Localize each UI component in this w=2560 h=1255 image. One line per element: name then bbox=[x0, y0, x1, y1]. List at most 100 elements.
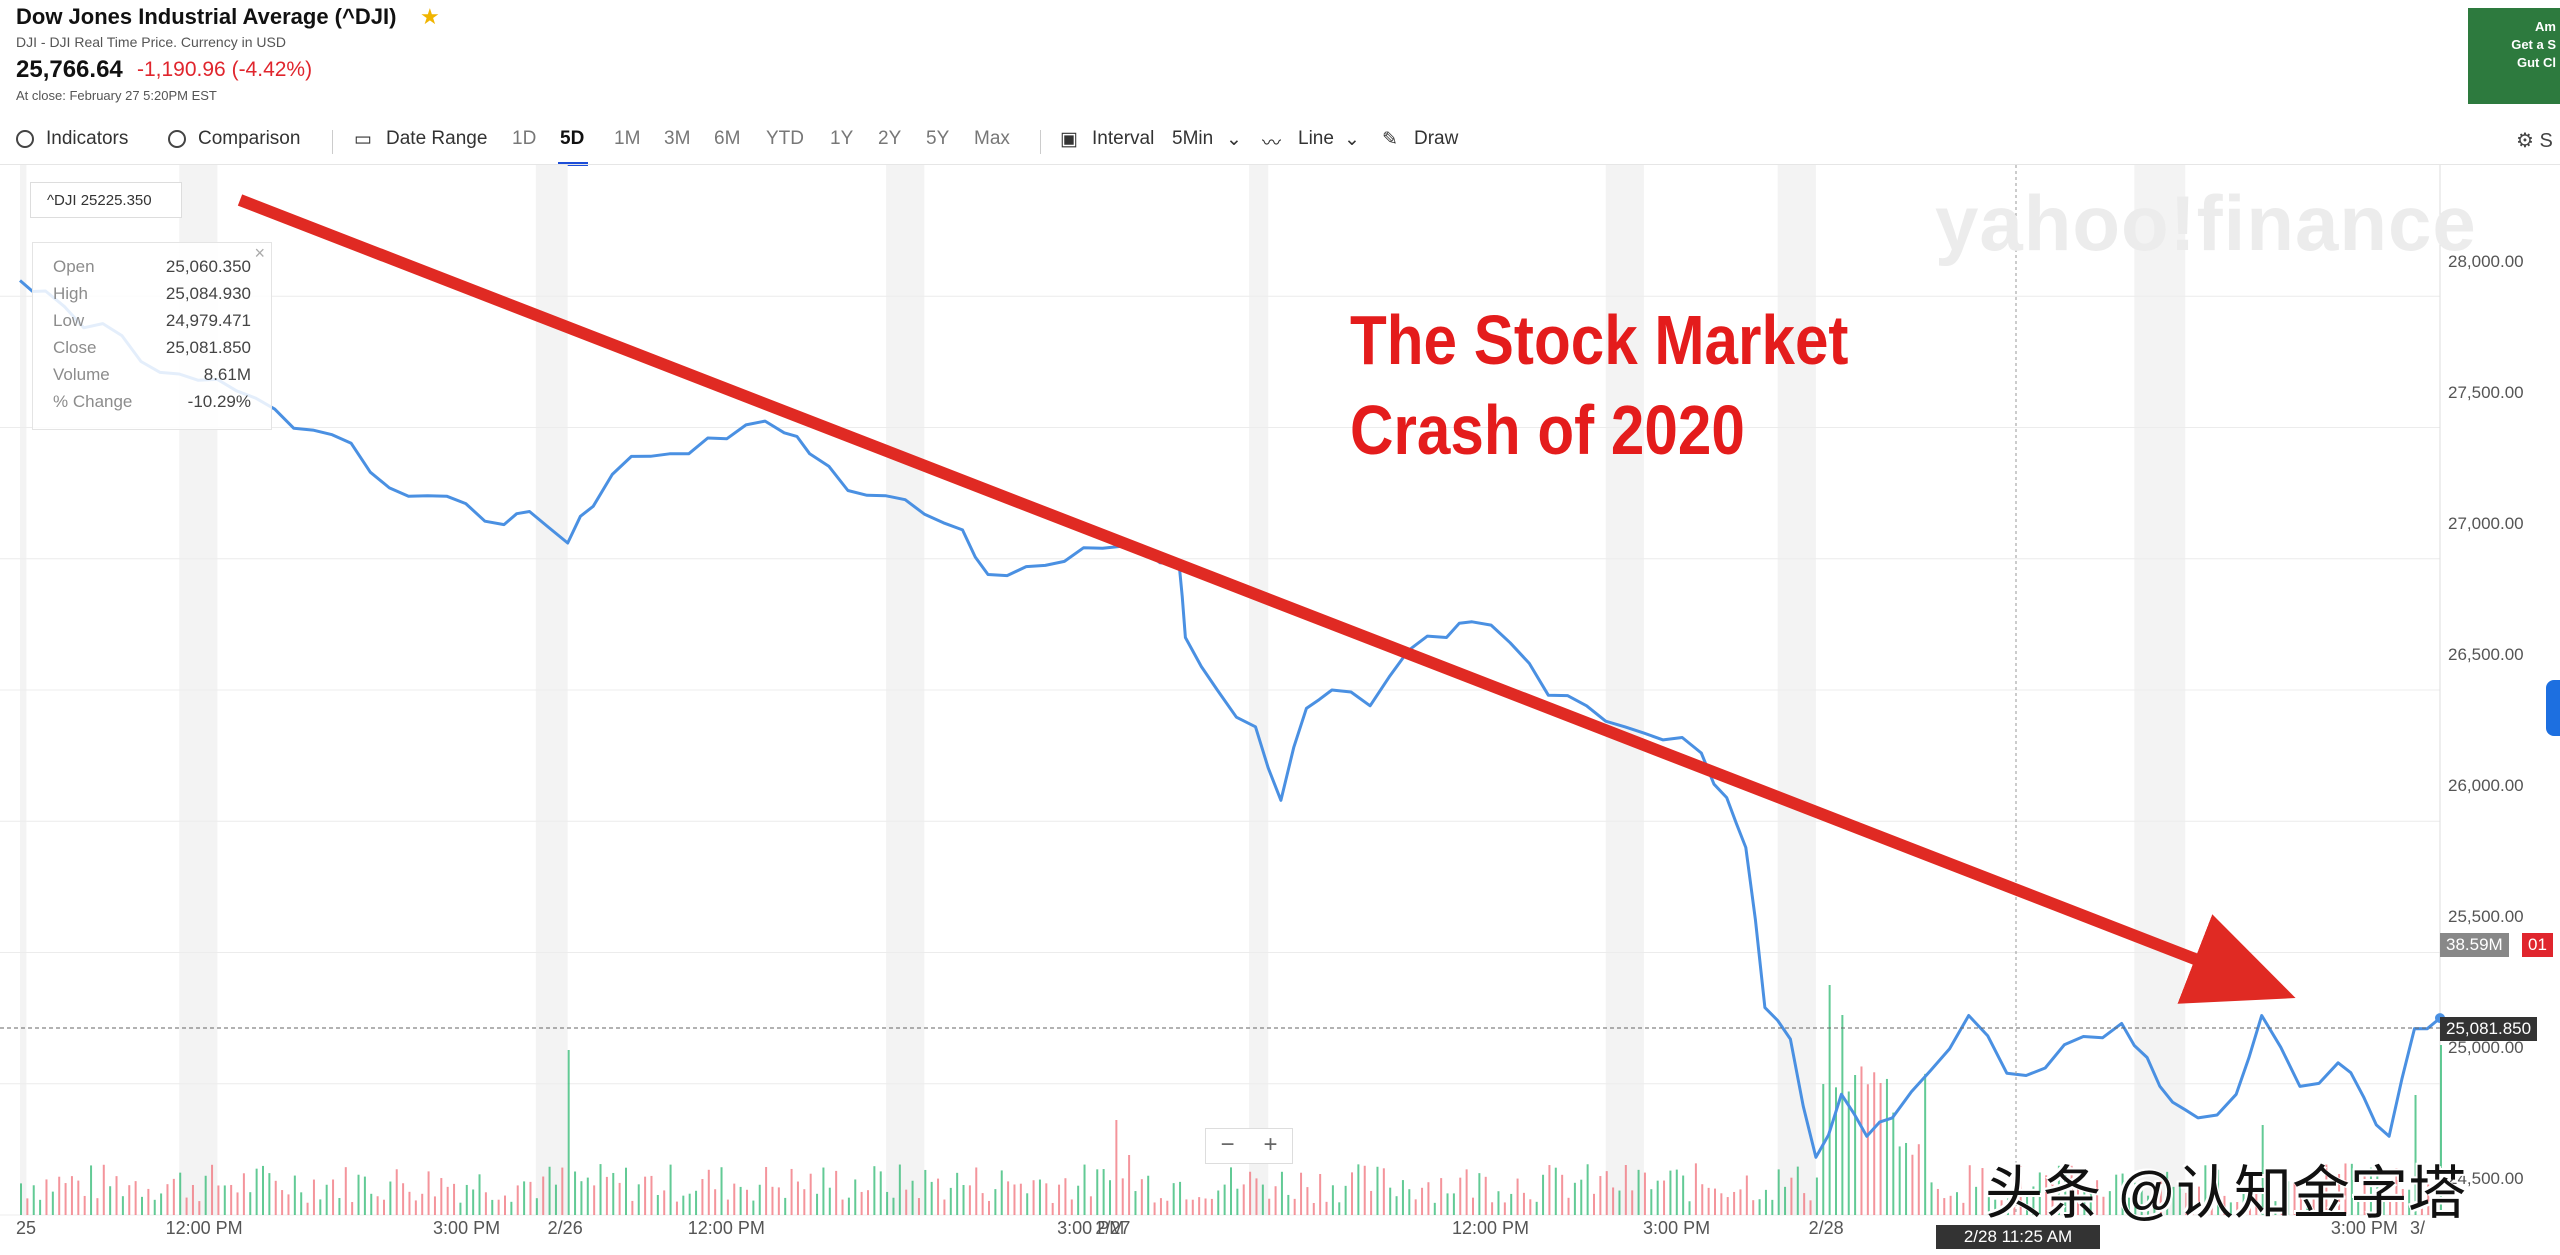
ad-line-2: Get a S bbox=[2511, 37, 2556, 52]
ohlc-value: 24,979.471 bbox=[165, 311, 251, 330]
volume-bar bbox=[1631, 1190, 1634, 1215]
comparison-button[interactable]: Comparison bbox=[198, 128, 301, 149]
volume-bar bbox=[312, 1179, 315, 1215]
settings-button[interactable]: ⚙ S bbox=[2516, 128, 2553, 153]
range-5y[interactable]: 5Y bbox=[926, 128, 950, 149]
volume-bar bbox=[134, 1181, 137, 1215]
volume-bar bbox=[2357, 1198, 2360, 1215]
volume-bar bbox=[2363, 1176, 2366, 1215]
volume-bar bbox=[1185, 1199, 1188, 1215]
volume-bar bbox=[121, 1196, 124, 1215]
volume-bar bbox=[1363, 1165, 1366, 1215]
volume-bar bbox=[1618, 1190, 1621, 1215]
volume-bar bbox=[956, 1172, 959, 1215]
y-tick-label: 26,500.00 bbox=[2448, 645, 2524, 664]
volume-bar bbox=[1255, 1178, 1258, 1215]
advertisement[interactable]: Am Get a S Gut Cl bbox=[2468, 8, 2560, 104]
range-6m[interactable]: 6M bbox=[714, 128, 741, 149]
volume-bar bbox=[1230, 1167, 1232, 1215]
range-1m[interactable]: 1M bbox=[614, 128, 641, 149]
volume-bar bbox=[64, 1183, 67, 1215]
volume-bar bbox=[160, 1193, 163, 1215]
volume-bar bbox=[389, 1181, 392, 1215]
chart-annotation: The Stock Market Crash of 2020 bbox=[1350, 295, 1848, 475]
volume-bar bbox=[2038, 1172, 2041, 1215]
volume-bar bbox=[1586, 1164, 1589, 1215]
volume-bar bbox=[2057, 1165, 2060, 1215]
volume-bar bbox=[644, 1176, 647, 1215]
range-2y[interactable]: 2Y bbox=[878, 128, 902, 149]
volume-bar bbox=[1803, 1193, 1806, 1215]
date-range-button[interactable]: Date Range bbox=[386, 128, 488, 149]
volume-bar bbox=[1554, 1167, 1557, 1215]
volume-bar bbox=[141, 1196, 143, 1215]
volume-bar bbox=[1376, 1166, 1379, 1215]
chart-type-button[interactable]: Line bbox=[1298, 128, 1334, 149]
volume-bar bbox=[2293, 1181, 2296, 1215]
volume-bar bbox=[2115, 1174, 2118, 1215]
zoom-controls: − + bbox=[1205, 1128, 1293, 1164]
volume-bar bbox=[1975, 1186, 1978, 1215]
volume-bar bbox=[841, 1199, 844, 1215]
volume-bar bbox=[2408, 1189, 2411, 1215]
price-line bbox=[19, 279, 2441, 1159]
interval-value[interactable]: 5Min bbox=[1172, 128, 1214, 149]
close-note: At close: February 27 5:20PM EST bbox=[16, 88, 217, 103]
volume-bar bbox=[790, 1168, 793, 1215]
volume-bar bbox=[1777, 1169, 1780, 1215]
range-5d[interactable]: 5D bbox=[560, 128, 585, 149]
x-tick-label: 3:00 PM bbox=[433, 1218, 501, 1238]
volume-bar bbox=[2096, 1180, 2099, 1215]
range-1d[interactable]: 1D bbox=[512, 128, 537, 149]
close-icon[interactable]: × bbox=[254, 243, 265, 263]
range-ytd[interactable]: YTD bbox=[766, 128, 804, 149]
volume-bar bbox=[287, 1194, 290, 1215]
volume-bar bbox=[1051, 1202, 1054, 1215]
volume-bar bbox=[1994, 1199, 1997, 1215]
volume-bar bbox=[1866, 1084, 1869, 1215]
volume-bar bbox=[1274, 1186, 1277, 1215]
volume-bar bbox=[300, 1192, 303, 1215]
volume-bar bbox=[1701, 1184, 1704, 1215]
volume-bar bbox=[968, 1185, 971, 1215]
volume-bar bbox=[1134, 1191, 1137, 1215]
range-3m[interactable]: 3M bbox=[664, 128, 691, 149]
volume-bar bbox=[1427, 1182, 1430, 1215]
yahoo-finance-watermark: yahoo!finance bbox=[1935, 179, 2477, 267]
volume-bar bbox=[835, 1170, 838, 1215]
volume-bar bbox=[1261, 1184, 1264, 1215]
range-1y[interactable]: 1Y bbox=[830, 128, 854, 149]
volume-bar bbox=[153, 1199, 156, 1215]
volume-bar bbox=[1745, 1175, 1748, 1215]
volume-bar bbox=[828, 1187, 831, 1215]
volume-bar bbox=[1956, 1192, 1958, 1215]
volume-bar bbox=[2420, 1202, 2423, 1215]
volume-bar bbox=[561, 1167, 564, 1215]
zoom-in-button[interactable]: + bbox=[1263, 1131, 1278, 1158]
volume-bar bbox=[675, 1201, 678, 1215]
volume-bar bbox=[472, 1189, 475, 1215]
volume-bar bbox=[306, 1202, 309, 1215]
volume-bar bbox=[1707, 1187, 1710, 1215]
volume-bar bbox=[427, 1171, 430, 1215]
watchlist-star-icon[interactable]: ★ bbox=[420, 4, 440, 29]
volume-bar bbox=[198, 1201, 201, 1215]
volume-bar bbox=[726, 1199, 729, 1215]
range-max[interactable]: Max bbox=[974, 128, 1010, 149]
side-panel-tab[interactable] bbox=[2546, 680, 2560, 736]
draw-button[interactable]: Draw bbox=[1414, 128, 1459, 149]
volume-bar bbox=[1739, 1189, 1742, 1215]
zoom-out-button[interactable]: − bbox=[1220, 1131, 1235, 1158]
volume-bar bbox=[319, 1199, 322, 1215]
volume-bar bbox=[714, 1189, 717, 1215]
volume-bar bbox=[688, 1193, 691, 1215]
volume-bar bbox=[567, 1050, 570, 1215]
indicators-button[interactable]: Indicators bbox=[46, 128, 129, 149]
volume-bar bbox=[1319, 1174, 1322, 1215]
interval-label[interactable]: Interval bbox=[1092, 128, 1155, 149]
series-legend[interactable]: ^DJI 25225.350 bbox=[30, 182, 182, 218]
volume-bar bbox=[242, 1173, 245, 1215]
volume-bars bbox=[20, 985, 2442, 1215]
volume-bar bbox=[1058, 1184, 1061, 1215]
